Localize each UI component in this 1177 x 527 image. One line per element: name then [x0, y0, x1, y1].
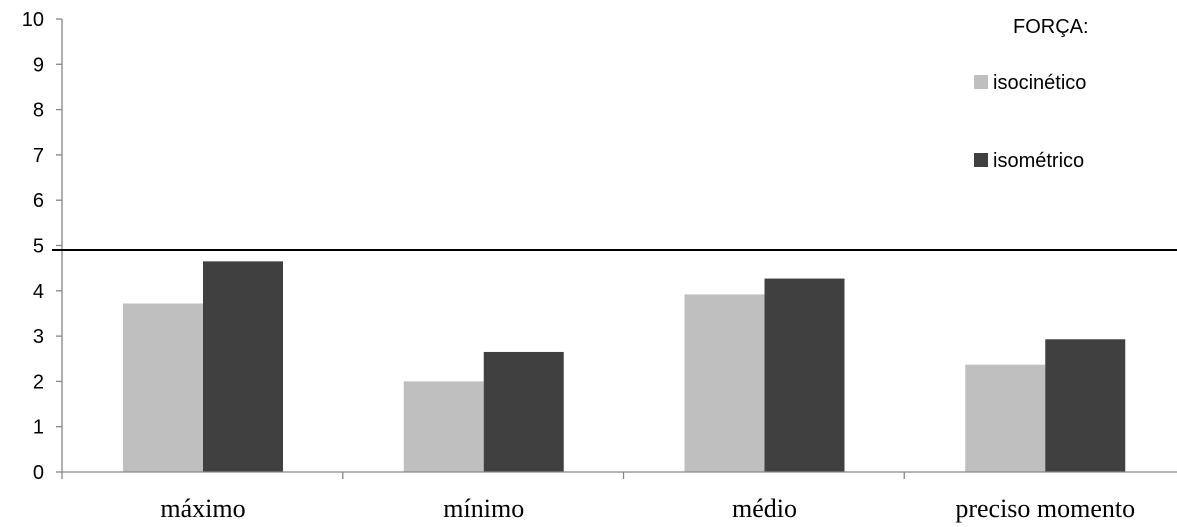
y-tick-label-4: 4	[33, 281, 44, 303]
y-tick-label-2: 2	[33, 371, 44, 393]
x-tick-label-minimo: mínimo	[443, 494, 524, 523]
y-tick-label-10: 10	[22, 9, 44, 31]
legend-label-isocinetico: isocinético	[993, 72, 1086, 94]
legend: FORÇA: isocinético isométrico	[974, 16, 1089, 172]
bars-layer	[123, 261, 1126, 472]
x-tick-label-preciso-momento: preciso momento	[955, 494, 1135, 523]
bar-isocinetico-medio	[684, 294, 765, 472]
legend-swatch-isocinetico	[974, 75, 988, 89]
bar-isometrico-medio	[764, 278, 845, 472]
bar-isometrico-minimo	[483, 351, 564, 472]
bar-isocinetico-maximo	[123, 303, 203, 472]
y-tick-label-5: 5	[33, 236, 44, 258]
x-ticks: máximo mínimo médio preciso momento	[61, 472, 1135, 523]
bar-isometrico-preciso-momento	[1045, 339, 1126, 472]
y-tick-label-3: 3	[33, 326, 44, 348]
y-tick-label-7: 7	[33, 145, 44, 167]
bar-isocinetico-minimo	[403, 381, 484, 472]
y-tick-label-0: 0	[33, 462, 44, 484]
legend-swatch-isometrico	[974, 153, 988, 167]
legend-title: FORÇA:	[1013, 16, 1089, 38]
y-tick-label-9: 9	[33, 54, 44, 76]
y-ticks: 0 1 2 3 4 5 6 7 8 9 10	[22, 9, 62, 484]
y-tick-label-6: 6	[33, 190, 44, 212]
bar-isocinetico-preciso-momento	[965, 364, 1046, 472]
y-tick-label-8: 8	[33, 100, 44, 122]
y-tick-label-1: 1	[33, 417, 44, 439]
x-tick-label-medio: médio	[732, 494, 797, 523]
bar-isometrico-maximo	[203, 261, 283, 472]
legend-label-isometrico: isométrico	[993, 150, 1084, 172]
x-tick-label-maximo: máximo	[160, 494, 245, 523]
